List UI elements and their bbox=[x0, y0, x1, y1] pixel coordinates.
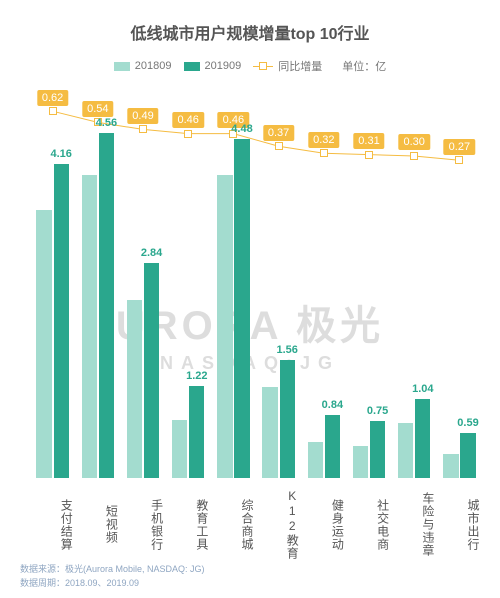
legend-swatch-b bbox=[184, 62, 200, 71]
category: 0.59 bbox=[437, 100, 482, 478]
bar-series-a bbox=[82, 175, 97, 478]
x-axis-label: K12教育 bbox=[256, 489, 301, 560]
bar-value-label: 4.16 bbox=[50, 148, 71, 160]
legend: 201809 201909 同比增量 单位：亿 bbox=[10, 58, 490, 74]
bar-value-label: 1.04 bbox=[412, 383, 433, 395]
bar-series-a bbox=[36, 210, 51, 478]
category: 4.16 bbox=[30, 100, 75, 478]
bar-series-b: 1.22 bbox=[189, 386, 204, 478]
category: 4.56 bbox=[75, 100, 120, 478]
footer-source: 数据来源：极光(Aurora Mobile, NASDAQ: JG) bbox=[20, 563, 205, 577]
bar-series-b: 0.75 bbox=[370, 421, 385, 478]
bar-series-a bbox=[308, 442, 323, 478]
bar-value-label: 4.48 bbox=[231, 123, 252, 135]
bar-value-label: 1.56 bbox=[276, 344, 297, 356]
x-axis-label: 支付结算 bbox=[30, 489, 75, 560]
category: 1.04 bbox=[392, 100, 437, 478]
category: 1.22 bbox=[166, 100, 211, 478]
legend-label-c: 同比增量 bbox=[278, 58, 322, 74]
x-axis-label: 车险与违章 bbox=[392, 489, 437, 560]
chart-container: 低线城市用户规模增量top 10行业 201809 201909 同比增量 单位… bbox=[0, 0, 500, 598]
footer-period: 数据周期：2018.09、2019.09 bbox=[20, 577, 205, 591]
x-axis-label: 健身运动 bbox=[301, 489, 346, 560]
x-axis-label: 综合商城 bbox=[211, 489, 256, 560]
bar-series-a bbox=[398, 423, 413, 478]
category: 0.75 bbox=[346, 100, 391, 478]
bar-series-a bbox=[353, 446, 368, 479]
bar-series-b: 1.56 bbox=[280, 360, 295, 478]
chart-title: 低线城市用户规模增量top 10行业 bbox=[10, 20, 490, 44]
legend-swatch-a bbox=[114, 62, 130, 71]
x-axis-label: 城市出行 bbox=[437, 489, 482, 560]
unit-label: 单位：亿 bbox=[342, 58, 386, 74]
x-axis-label: 手机银行 bbox=[120, 489, 165, 560]
category: 2.84 bbox=[120, 100, 165, 478]
legend-item-b: 201909 bbox=[184, 60, 242, 72]
x-axis-label: 教育工具 bbox=[166, 489, 211, 560]
bar-value-label: 0.84 bbox=[322, 399, 343, 411]
legend-item-a: 201809 bbox=[114, 60, 172, 72]
category: 4.48 bbox=[211, 100, 256, 478]
bar-value-label: 1.22 bbox=[186, 370, 207, 382]
legend-label-a: 201809 bbox=[135, 60, 172, 72]
bar-group: 4.16 4.56 2.84 1.22 4.48 1.56 0.84 0.75 1.04 0.59 bbox=[30, 100, 482, 478]
bar-series-b: 0.84 bbox=[325, 415, 340, 479]
bar-series-b: 0.59 bbox=[460, 433, 475, 478]
legend-swatch-c bbox=[253, 66, 273, 67]
category: 0.84 bbox=[301, 100, 346, 478]
plot-area: 4.16 4.56 2.84 1.22 4.48 1.56 0.84 0.75 1.04 0.59 bbox=[30, 100, 482, 478]
legend-label-b: 201909 bbox=[205, 60, 242, 72]
bar-series-a bbox=[127, 300, 142, 478]
bar-series-a bbox=[217, 175, 232, 478]
bar-series-b: 4.56 bbox=[99, 133, 114, 478]
bar-series-a bbox=[262, 387, 277, 478]
bar-series-b: 1.04 bbox=[415, 399, 430, 478]
bar-series-b: 2.84 bbox=[144, 263, 159, 478]
x-axis-label: 社交电商 bbox=[346, 489, 391, 560]
legend-item-c: 同比增量 bbox=[253, 58, 322, 74]
bar-series-b: 4.48 bbox=[234, 139, 249, 478]
category: 1.56 bbox=[256, 100, 301, 478]
bar-value-label: 4.56 bbox=[96, 117, 117, 129]
bar-value-label: 0.75 bbox=[367, 405, 388, 417]
x-axis: 支付结算短视频手机银行教育工具综合商城K12教育健身运动社交电商车险与违章城市出… bbox=[30, 489, 482, 560]
bar-series-a bbox=[443, 454, 458, 478]
bar-value-label: 0.59 bbox=[457, 417, 478, 429]
footer-notes: 数据来源：极光(Aurora Mobile, NASDAQ: JG) 数据周期：… bbox=[20, 563, 205, 590]
x-axis-label: 短视频 bbox=[75, 489, 120, 560]
bar-series-a bbox=[172, 420, 187, 478]
bar-series-b: 4.16 bbox=[54, 164, 69, 478]
bar-value-label: 2.84 bbox=[141, 247, 162, 259]
